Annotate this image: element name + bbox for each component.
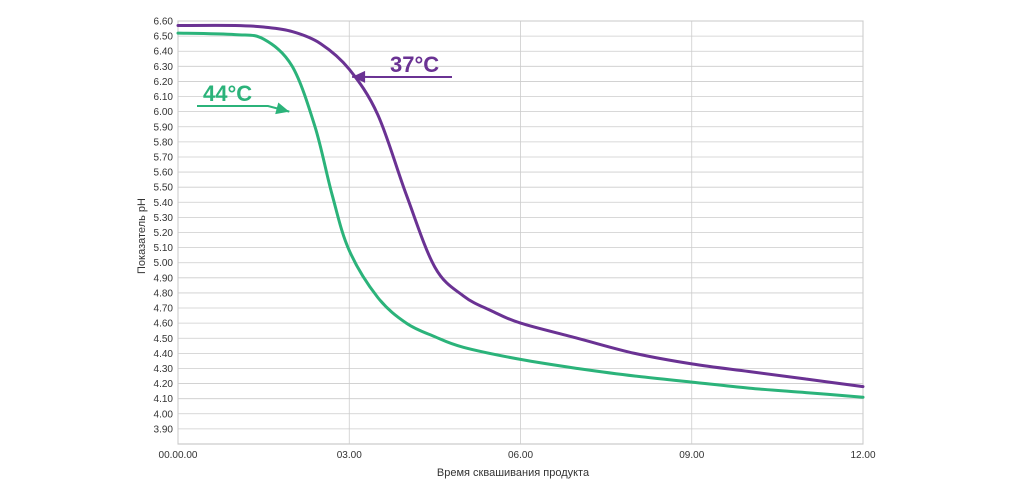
x-tick-label: 00.00.00 (159, 450, 198, 461)
y-tick-label: 4.00 (154, 409, 174, 420)
series-lines (176, 23, 865, 399)
y-tick-label: 5.10 (154, 243, 174, 254)
y-tick-label: 5.40 (154, 198, 174, 209)
y-tick-label: 5.50 (154, 183, 174, 194)
annotation-44c: 44°C (197, 81, 290, 115)
x-tick-label: 09.00 (679, 450, 704, 461)
annotation-arrowhead (352, 70, 366, 83)
y-tick-label: 5.90 (154, 122, 174, 133)
y-tick-label: 6.30 (154, 62, 174, 73)
annotation-37c: 37°C (352, 52, 452, 83)
x-tick-label: 12.00 (850, 450, 875, 461)
y-tick-label: 6.00 (154, 107, 174, 118)
y-tick-label: 6.40 (154, 47, 174, 58)
y-tick-label: 4.30 (154, 364, 174, 375)
y-tick-label: 4.60 (154, 319, 174, 330)
y-tick-label: 4.90 (154, 273, 174, 284)
y-tick-label: 4.80 (154, 288, 174, 299)
y-tick-label: 6.10 (154, 92, 174, 103)
y-tick-label: 5.80 (154, 137, 174, 148)
y-tick-label: 6.50 (154, 32, 174, 43)
annotation-leader (197, 105, 290, 113)
annotation-label: 44°C (203, 81, 252, 106)
annotations: 37°C 44°C (197, 52, 452, 115)
y-tick-label: 5.60 (154, 168, 174, 179)
y-tick-label: 5.30 (154, 213, 174, 224)
y-tick-label: 3.90 (154, 424, 174, 435)
grid (177, 20, 864, 445)
x-tick-labels: 00.00.00 03.00 06.00 09.00 12.00 (159, 450, 876, 461)
series-line-37c (176, 23, 865, 389)
y-axis-label: Показатель pH (136, 198, 148, 274)
x-axis-label: Время сквашивания продукта (437, 467, 590, 479)
y-tick-label: 4.70 (154, 304, 174, 315)
y-tick-label: 4.50 (154, 334, 174, 345)
x-tick-label: 06.00 (508, 450, 533, 461)
y-tick-label: 4.20 (154, 379, 174, 390)
annotation-arrowhead (275, 102, 290, 115)
annotation-label: 37°C (390, 52, 439, 77)
y-tick-labels: 3.90 4.00 4.10 4.20 4.30 4.40 4.50 4.60 4.70 4.80… (154, 17, 174, 436)
y-tick-label: 5.20 (154, 228, 174, 239)
y-tick-label: 6.20 (154, 77, 174, 88)
x-tick-label: 03.00 (337, 450, 362, 461)
y-tick-label: 5.00 (154, 258, 174, 269)
y-tick-label: 4.40 (154, 349, 174, 360)
y-tick-label: 5.70 (154, 152, 174, 163)
y-tick-label: 4.10 (154, 394, 174, 405)
y-tick-label: 6.60 (154, 17, 174, 28)
series-line-44c (176, 31, 865, 399)
